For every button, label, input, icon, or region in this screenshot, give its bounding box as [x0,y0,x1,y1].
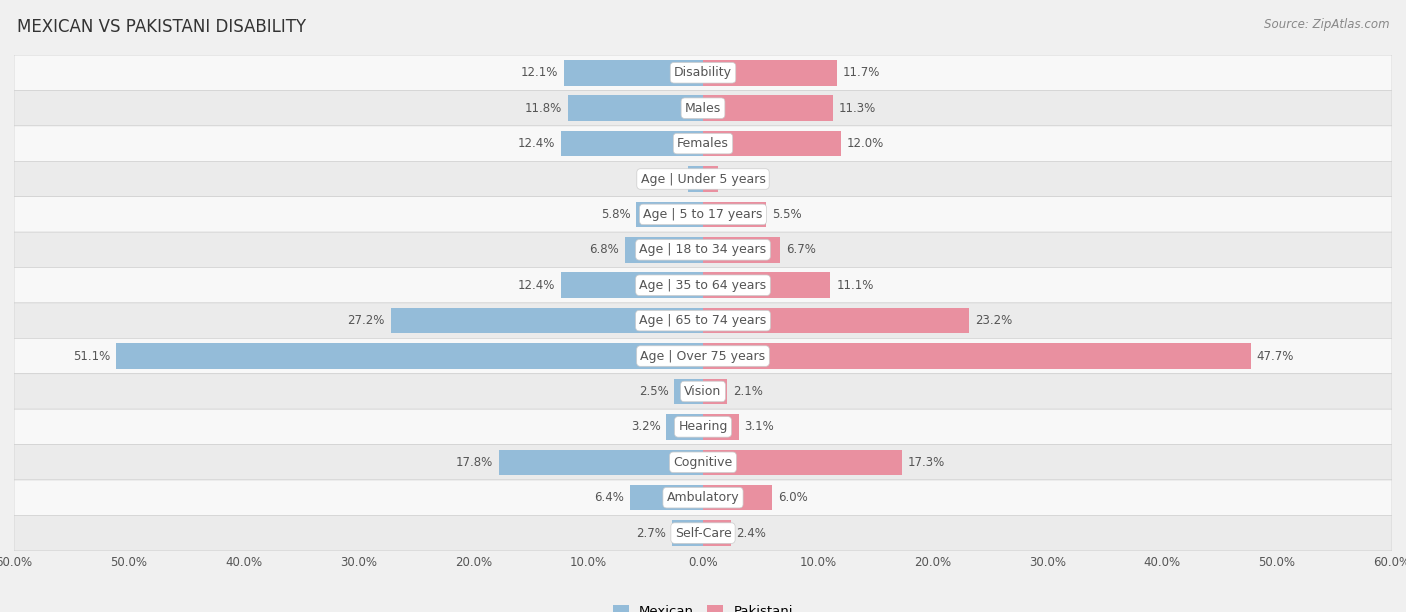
Text: Vision: Vision [685,385,721,398]
Text: Males: Males [685,102,721,114]
FancyBboxPatch shape [14,91,1392,126]
FancyBboxPatch shape [14,480,1392,515]
Text: 11.1%: 11.1% [837,278,873,292]
Bar [703,237,780,263]
Text: Ambulatory: Ambulatory [666,491,740,504]
Bar [703,343,1251,369]
Text: 27.2%: 27.2% [347,314,385,327]
Bar [703,520,731,546]
FancyBboxPatch shape [14,303,1392,338]
Text: Age | 35 to 64 years: Age | 35 to 64 years [640,278,766,292]
Bar [703,95,832,121]
Bar [561,131,703,156]
Bar [624,237,703,263]
Text: 12.4%: 12.4% [517,137,555,150]
Text: MEXICAN VS PAKISTANI DISABILITY: MEXICAN VS PAKISTANI DISABILITY [17,18,307,36]
Text: Hearing: Hearing [678,420,728,433]
FancyBboxPatch shape [14,515,1392,551]
Text: Disability: Disability [673,66,733,80]
FancyBboxPatch shape [14,338,1392,374]
Text: 12.1%: 12.1% [522,66,558,80]
Bar [703,308,969,334]
Text: Cognitive: Cognitive [673,456,733,469]
FancyBboxPatch shape [14,232,1392,267]
Text: 2.5%: 2.5% [638,385,669,398]
Text: Females: Females [678,137,728,150]
Text: 17.8%: 17.8% [456,456,494,469]
Text: 3.1%: 3.1% [744,420,775,433]
Text: 12.0%: 12.0% [846,137,884,150]
Legend: Mexican, Pakistani: Mexican, Pakistani [607,600,799,612]
Bar [391,308,703,334]
Text: Age | Under 5 years: Age | Under 5 years [641,173,765,185]
Bar [564,60,703,86]
Text: 5.8%: 5.8% [600,208,631,221]
Bar [703,450,901,475]
Text: 11.7%: 11.7% [844,66,880,80]
Bar [703,414,738,439]
Text: Source: ZipAtlas.com: Source: ZipAtlas.com [1264,18,1389,31]
Bar [703,60,838,86]
FancyBboxPatch shape [14,162,1392,196]
Text: 5.5%: 5.5% [772,208,801,221]
FancyBboxPatch shape [14,196,1392,232]
Bar [703,166,718,192]
FancyBboxPatch shape [14,267,1392,303]
Text: 11.3%: 11.3% [838,102,876,114]
Bar [117,343,703,369]
Text: 51.1%: 51.1% [73,349,111,362]
Bar [688,166,703,192]
Text: 17.3%: 17.3% [907,456,945,469]
FancyBboxPatch shape [14,444,1392,480]
Text: 1.3%: 1.3% [652,173,682,185]
Text: 23.2%: 23.2% [976,314,1012,327]
Bar [630,485,703,510]
Bar [703,202,766,227]
Bar [703,485,772,510]
FancyBboxPatch shape [14,55,1392,91]
Text: Age | 18 to 34 years: Age | 18 to 34 years [640,244,766,256]
Text: 6.0%: 6.0% [778,491,807,504]
Text: 1.3%: 1.3% [724,173,754,185]
Bar [675,379,703,404]
Text: Age | 5 to 17 years: Age | 5 to 17 years [644,208,762,221]
Bar [703,379,727,404]
Text: 6.7%: 6.7% [786,244,815,256]
FancyBboxPatch shape [14,126,1392,162]
Bar [672,520,703,546]
FancyBboxPatch shape [14,374,1392,409]
Bar [561,272,703,298]
Text: 2.4%: 2.4% [737,526,766,540]
Text: 2.1%: 2.1% [733,385,762,398]
Text: 12.4%: 12.4% [517,278,555,292]
Text: 2.7%: 2.7% [637,526,666,540]
Text: 6.8%: 6.8% [589,244,619,256]
Bar [666,414,703,439]
Bar [703,272,831,298]
Bar [499,450,703,475]
Text: Age | 65 to 74 years: Age | 65 to 74 years [640,314,766,327]
FancyBboxPatch shape [14,409,1392,444]
Bar [637,202,703,227]
Bar [568,95,703,121]
Bar [703,131,841,156]
Text: Age | Over 75 years: Age | Over 75 years [641,349,765,362]
Text: Self-Care: Self-Care [675,526,731,540]
Text: 47.7%: 47.7% [1257,349,1294,362]
Text: 6.4%: 6.4% [593,491,624,504]
Text: 3.2%: 3.2% [631,420,661,433]
Text: 11.8%: 11.8% [524,102,562,114]
